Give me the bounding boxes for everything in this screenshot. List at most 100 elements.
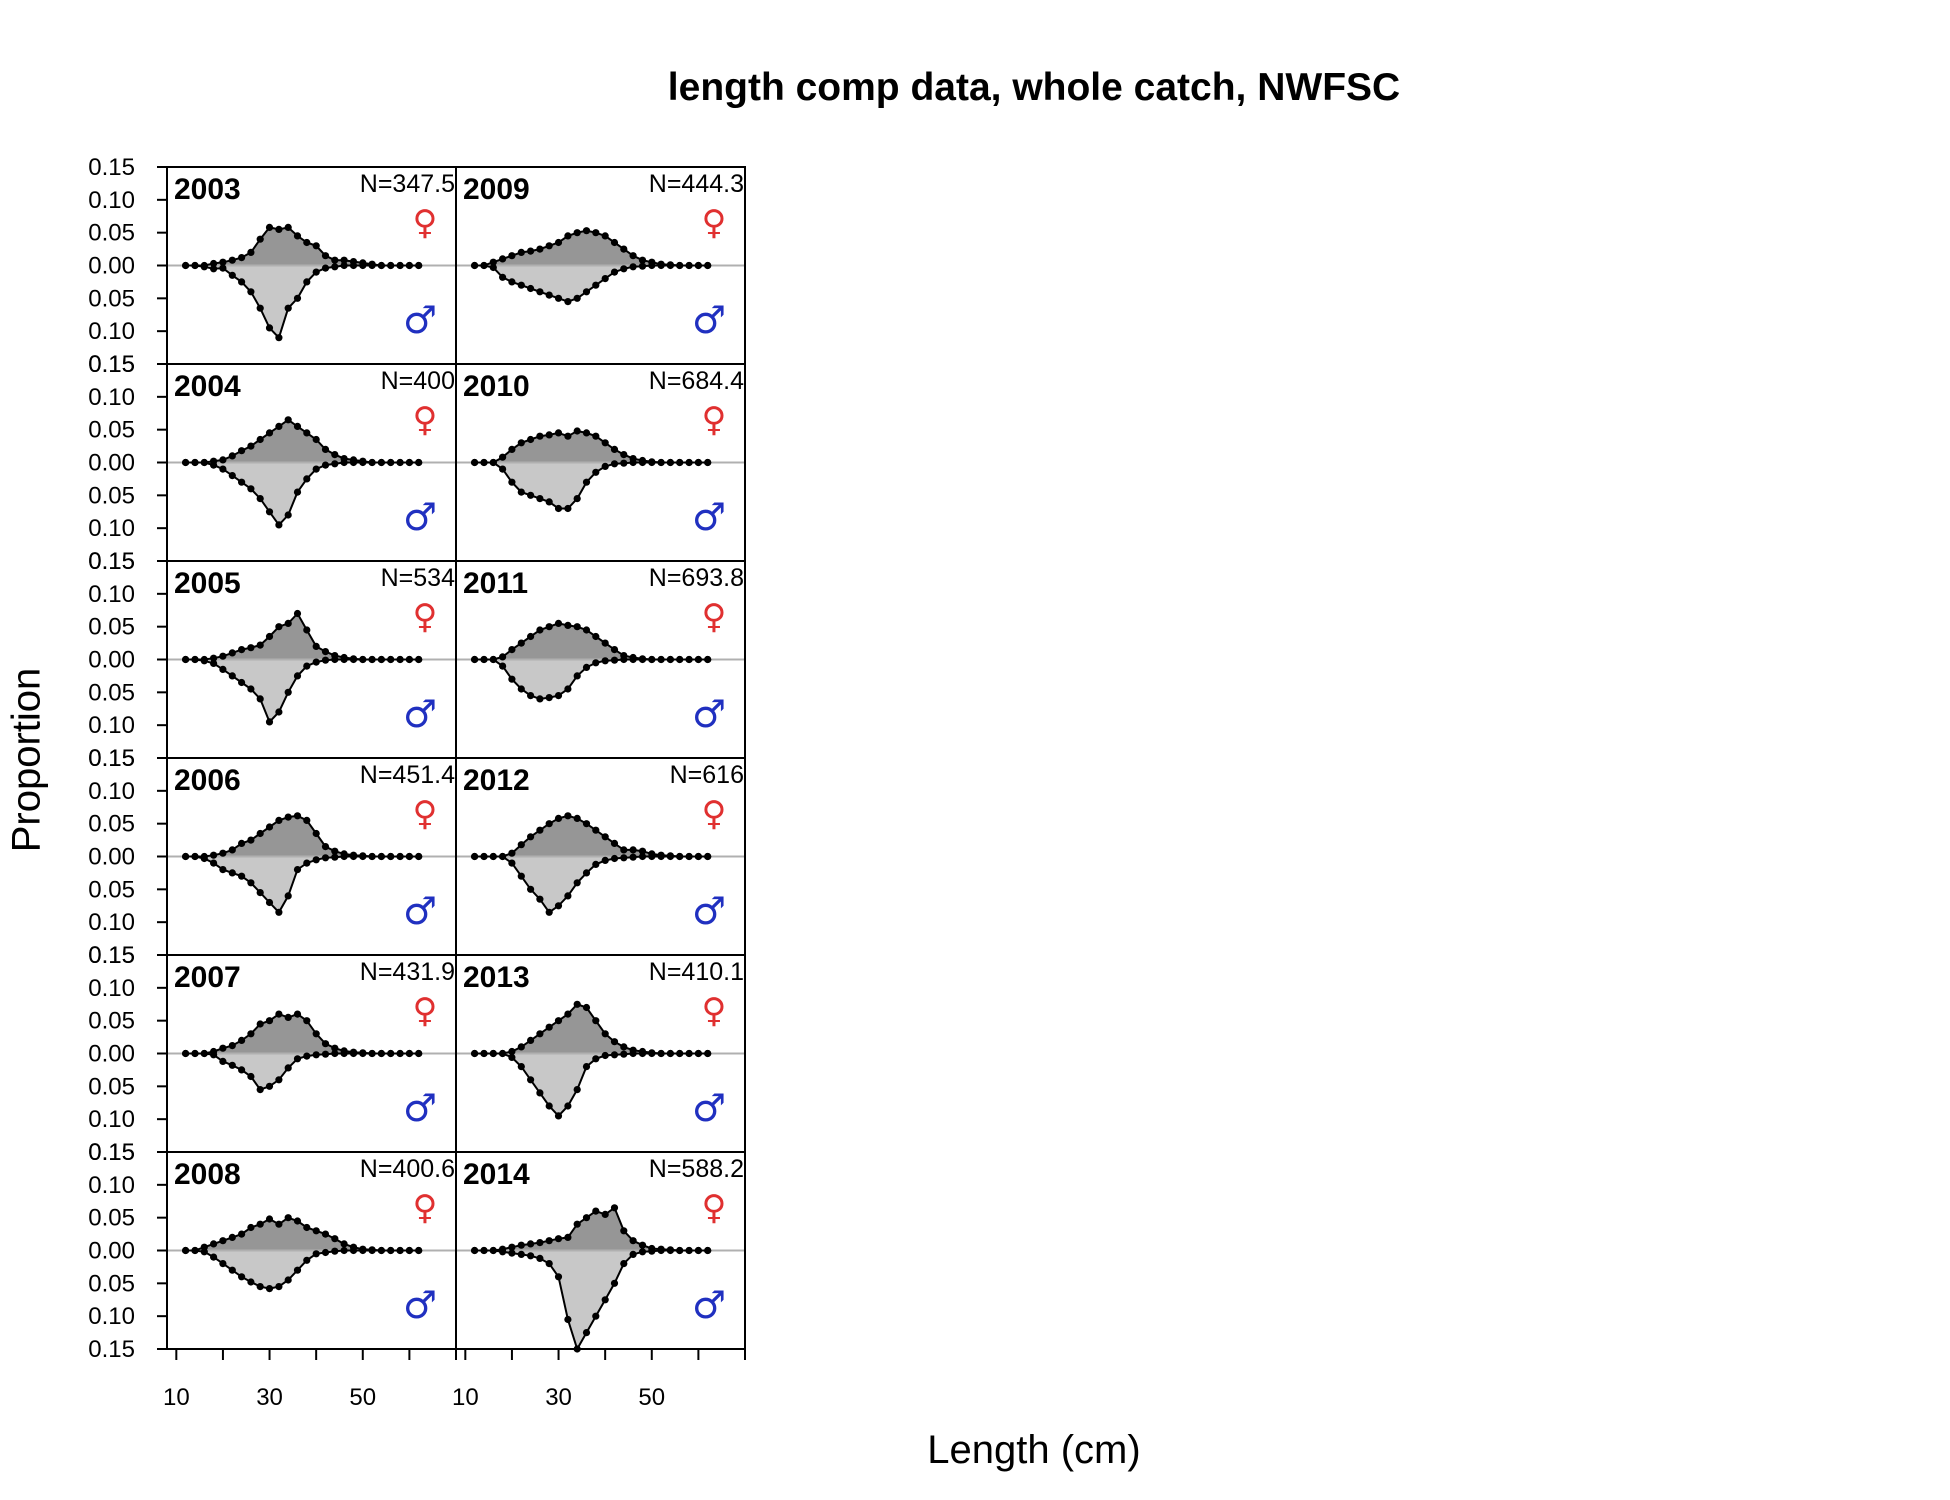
male-point (629, 655, 637, 664)
female-point (210, 1240, 218, 1248)
male-point (536, 495, 544, 503)
male-point (471, 261, 479, 270)
male-point (676, 1246, 684, 1255)
male-point (340, 852, 348, 861)
male-symbol-icon: ♂ (403, 692, 437, 736)
male-point (704, 261, 712, 270)
male-point (629, 1049, 637, 1058)
male-point (471, 1246, 479, 1255)
male-point (191, 261, 199, 270)
female-point (247, 1030, 255, 1038)
male-point (191, 655, 199, 664)
male-point (238, 278, 246, 286)
male-point (527, 1252, 535, 1260)
male-point (704, 1049, 712, 1058)
male-point (210, 1253, 218, 1261)
female-point (536, 432, 544, 440)
panel-year-label: 2009 (463, 173, 530, 206)
female-point (564, 1233, 572, 1241)
x-tick-label: 30 (256, 1384, 283, 1411)
male-point (638, 655, 647, 664)
male-point (527, 491, 535, 499)
male-point (499, 1049, 507, 1058)
female-point (219, 1237, 227, 1245)
male-point (685, 852, 693, 861)
male-point (694, 852, 703, 861)
y-tick-label: 0.15 (88, 745, 135, 772)
male-point (275, 708, 283, 716)
male-point (527, 1076, 535, 1084)
female-area-2008 (185, 1217, 419, 1251)
male-point (387, 852, 395, 861)
female-point (321, 445, 330, 453)
male-point (592, 281, 600, 289)
female-point (331, 1044, 339, 1052)
y-tick-label: 0.15 (88, 351, 135, 378)
female-symbol-icon: ♀ (413, 400, 438, 440)
y-tick-label: 0.05 (88, 1270, 135, 1297)
female-area-2012 (474, 815, 708, 857)
male-point (666, 655, 675, 664)
male-point (480, 655, 488, 664)
male-point (685, 1049, 693, 1058)
female-point (582, 820, 591, 828)
female-area-2003 (185, 227, 419, 266)
female-symbol-icon: ♀ (413, 794, 438, 834)
male-point (210, 1051, 218, 1059)
y-tick-label: 0.00 (88, 1238, 135, 1265)
female-point (508, 445, 516, 453)
panel-n-label: N=347.5 (360, 170, 455, 198)
female-point (238, 646, 246, 654)
male-point (666, 458, 675, 467)
female-point (312, 1227, 320, 1235)
male-point (582, 1329, 591, 1337)
male-point (359, 1246, 367, 1255)
male-point (219, 866, 227, 874)
female-point (265, 823, 274, 831)
y-tick-label: 0.15 (88, 351, 135, 378)
male-point (256, 695, 264, 703)
male-point (573, 879, 581, 887)
male-point (256, 304, 264, 312)
male-point (228, 869, 236, 877)
female-point (638, 256, 647, 264)
female-point (592, 632, 600, 641)
male-point (275, 908, 283, 916)
male-point (331, 1049, 339, 1058)
male-point (685, 1246, 693, 1255)
y-tick-label: 0.05 (88, 220, 135, 247)
female-point (573, 427, 581, 435)
x-tick-label: 10 (452, 1384, 479, 1411)
male-point (331, 460, 339, 468)
male-point (601, 1296, 609, 1304)
male-point (210, 859, 218, 867)
female-point (293, 422, 302, 430)
male-point (582, 1063, 591, 1071)
male-point (238, 1273, 246, 1281)
male-point (405, 458, 413, 467)
male-area-2014 (474, 1250, 708, 1349)
male-point (238, 478, 246, 486)
male-point (349, 1049, 358, 1058)
male-point (340, 1049, 348, 1058)
male-point (554, 1273, 563, 1281)
female-point (508, 646, 516, 654)
female-point (545, 242, 553, 250)
panel-year-label: 2006 (174, 764, 241, 797)
male-point (312, 268, 320, 276)
female-point (247, 442, 255, 450)
female-point (564, 432, 572, 440)
male-point (228, 472, 236, 480)
male-point (191, 1049, 199, 1058)
male-point (564, 298, 572, 306)
female-point (601, 833, 609, 841)
male-point (349, 655, 358, 664)
y-tick-label: 0.15 (88, 1139, 135, 1166)
panel-n-label: N=444.3 (649, 170, 744, 198)
male-point (480, 261, 488, 270)
male-point (331, 1247, 339, 1255)
male-point (228, 1061, 236, 1069)
female-point (312, 435, 320, 444)
male-point (340, 655, 348, 664)
male-point (517, 685, 525, 693)
